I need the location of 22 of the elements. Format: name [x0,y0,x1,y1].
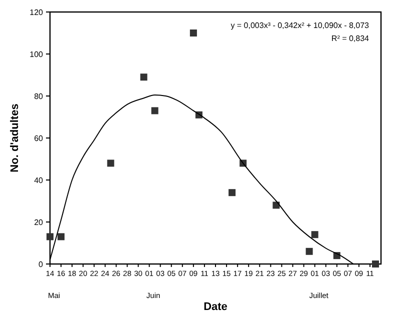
point [151,107,158,114]
point [372,260,379,268]
point [311,231,318,238]
annotation: R² = 0,834 [331,34,370,43]
point [306,248,313,255]
y-tick-label: 40 [34,176,44,185]
y-tick-label: 60 [34,134,44,143]
annotation: y = 0,003x³ - 0,342x² + 10,090x - 8,073 [230,21,370,30]
point [272,202,280,209]
x-axis-title: Date [204,301,228,313]
point [228,189,236,196]
y-tick-label: 100 [30,50,44,59]
point [58,233,65,240]
point [140,74,148,81]
y-tick-label: 120 [30,8,44,17]
y-axis-title: No. d'adultes [9,104,21,172]
y-tick-label: 80 [34,92,44,101]
point [107,160,114,167]
y-tick-label: 0 [38,260,44,269]
point [190,30,197,36]
point [46,233,54,240]
y-tick-label: 20 [34,218,44,227]
